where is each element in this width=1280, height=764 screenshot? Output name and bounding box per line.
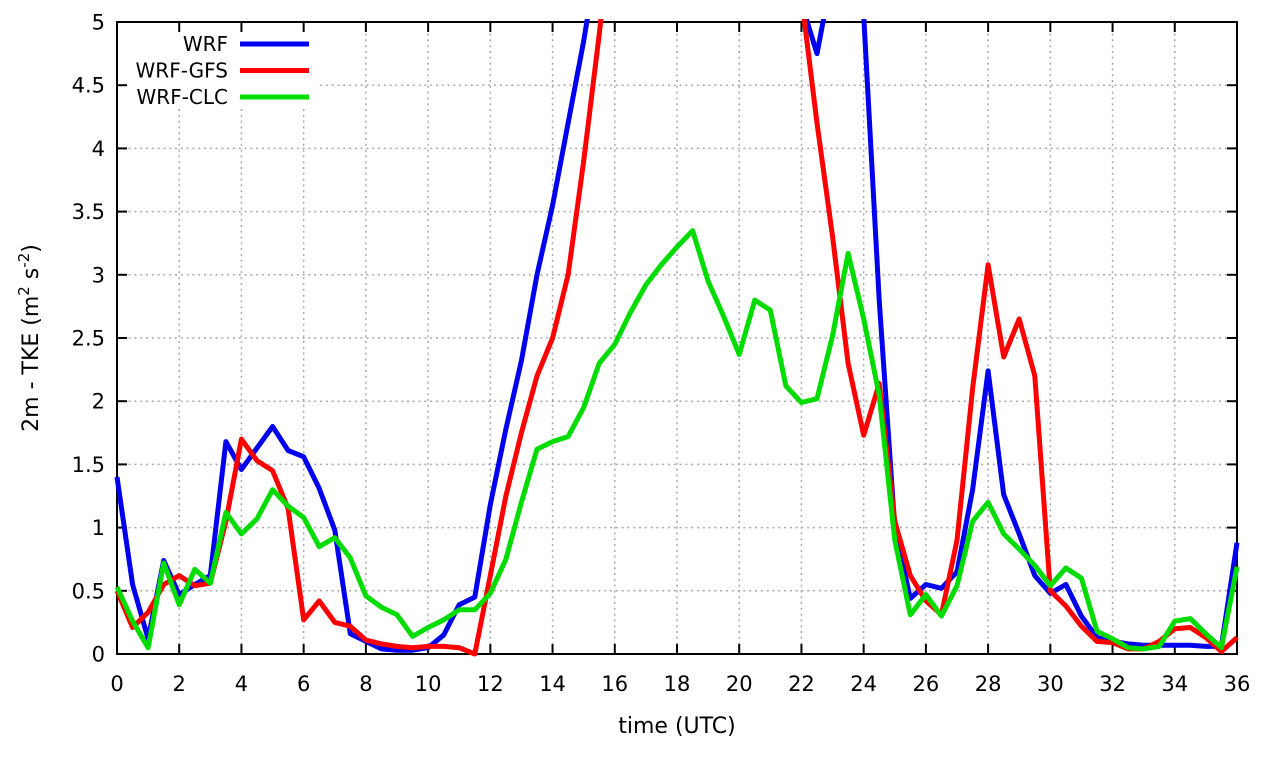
x-tick-label: 26 (913, 672, 940, 696)
x-tick-label: 36 (1224, 672, 1251, 696)
y-tick-label: 2 (92, 390, 105, 414)
x-tick-label: 34 (1161, 672, 1188, 696)
series-line-wrf-gfs (114, 19, 1239, 657)
x-tick-label: 10 (415, 672, 442, 696)
legend-label-wrf-gfs: WRF-GFS (136, 59, 228, 83)
y-tick-label: 4.5 (72, 74, 105, 98)
x-tick-label: 16 (601, 672, 628, 696)
x-tick-label: 8 (359, 672, 372, 696)
x-tick-label: 14 (539, 672, 566, 696)
x-tick-label: 6 (297, 672, 310, 696)
x-tick-label: 4 (235, 672, 248, 696)
x-tick-label: 20 (726, 672, 753, 696)
series-layer (114, 19, 1240, 657)
y-axis-title-text: 2m - TKE (m2 s-2) (15, 244, 44, 432)
x-tick-label: 2 (173, 672, 186, 696)
legend-backdrop (118, 24, 316, 108)
y-tick-label: 0 (92, 643, 105, 667)
y-tick-label: 3 (92, 263, 105, 287)
y-tick-label: 0.5 (72, 579, 105, 603)
y-tick-label: 5 (92, 11, 105, 35)
y-tick-label: 3.5 (72, 200, 105, 224)
x-axis-title: time (UTC) (618, 714, 735, 739)
x-tick-label: 32 (1099, 672, 1126, 696)
x-tick-label: 12 (477, 672, 504, 696)
y-axis-title: 2m - TKE (m2 s-2) (15, 244, 44, 432)
x-tick-label: 0 (110, 672, 123, 696)
x-tick-label: 24 (850, 672, 877, 696)
legend-background (118, 24, 316, 108)
series-line-wrf-clc (114, 228, 1240, 652)
y-tick-label: 2.5 (72, 327, 105, 351)
x-tick-label: 28 (975, 672, 1002, 696)
x-tick-label: 30 (1037, 672, 1064, 696)
x-tick-label: 18 (664, 672, 691, 696)
y-tick-label: 1 (92, 516, 105, 540)
legend-label-wrf: WRF (183, 32, 228, 56)
grid-layer (117, 22, 1237, 654)
legend-label-wrf-clc: WRF-CLC (137, 85, 228, 109)
tick-label-layer: 0 2 4 6 8 10 12 14 16 18 20 22 24 26 28 30 32 34 3600.511.… (72, 11, 1251, 697)
y-tick-label: 1.5 (72, 453, 105, 477)
x-tick-label: 22 (788, 672, 815, 696)
y-tick-label: 4 (92, 137, 105, 161)
